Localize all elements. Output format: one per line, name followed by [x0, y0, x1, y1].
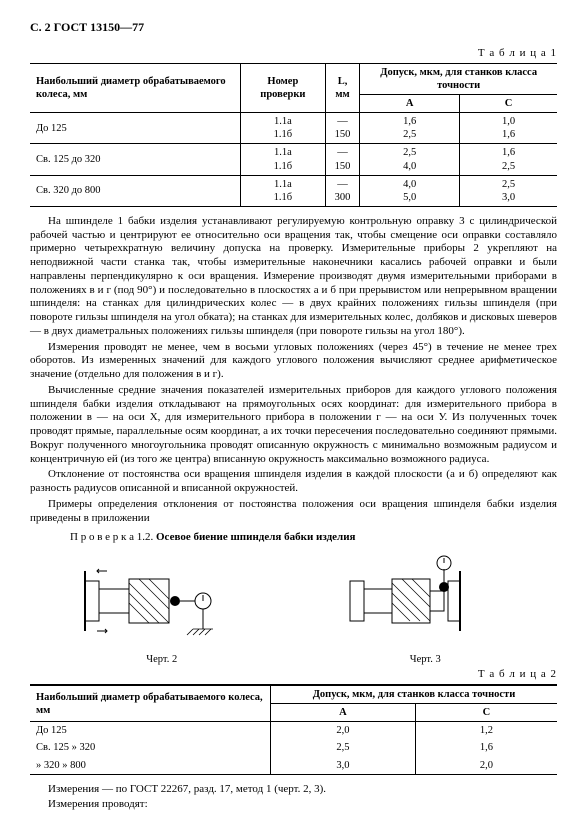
note-1: Измерения — по ГОСТ 22267, разд. 17, мет…	[30, 783, 557, 797]
check-name: Осевое биение шпинделя бабки изделия	[156, 531, 356, 543]
t1-h-l: L, мм	[325, 63, 360, 112]
page-header: С. 2 ГОСТ 13150—77	[30, 20, 557, 35]
figures-row: Черт. 2 Черт. 3	[30, 551, 557, 666]
para-3: Вычисленные средние значения показателей…	[30, 384, 557, 467]
note-2: Измерения проводят:	[30, 798, 557, 812]
t1-h-a: А	[360, 95, 460, 113]
fig3-caption: Черт. 3	[340, 653, 510, 666]
check-1-2-title: П р о в е р к а 1.2. Осевое биение шпинд…	[70, 531, 557, 545]
table-row: До 125	[30, 722, 271, 740]
t1-h-tol: Допуск, мкм, для станков класса точности	[360, 63, 557, 94]
t2-h-a: А	[271, 704, 416, 722]
table2-label: Т а б л и ц а 2	[30, 668, 557, 682]
para-1: На шпинделе 1 бабки изделия устанавливаю…	[30, 215, 557, 339]
t2-h-diameter: Наибольший диаметр обрабатываемого колес…	[30, 686, 271, 722]
figure-2: Черт. 2	[77, 551, 247, 666]
body-text: На шпинделе 1 бабки изделия устанавливаю…	[30, 215, 557, 526]
para-4: Отклонение от постоянства оси вращения ш…	[30, 468, 557, 496]
para-5: Примеры определения отклонения от постоя…	[30, 498, 557, 526]
para-2: Измерения проводят не менее, чем в восьм…	[30, 341, 557, 382]
table-row: Св. 320 до 800	[30, 175, 241, 206]
t2-h-c: С	[415, 704, 557, 722]
t1-h-c: С	[460, 95, 557, 113]
figure-3: Черт. 3	[340, 551, 510, 666]
table-row: Св. 125 до 320	[30, 144, 241, 175]
t1-h-diameter: Наибольший диаметр обрабатываемого колес…	[30, 63, 241, 112]
table1-label: Т а б л и ц а 1	[30, 47, 557, 61]
check-prefix: П р о в е р к а 1.2.	[70, 531, 153, 543]
table-row: Св. 125 » 320	[30, 739, 271, 756]
fig2-caption: Черт. 2	[77, 653, 247, 666]
table-row: » 320 » 800	[30, 757, 271, 775]
table-2: Наибольший диаметр обрабатываемого колес…	[30, 684, 557, 775]
t2-h-tol: Допуск, мкм, для станков класса точности	[271, 686, 558, 704]
t1-h-check: Номер проверки	[241, 63, 326, 112]
table-1: Наибольший диаметр обрабатываемого колес…	[30, 63, 557, 207]
table-row: До 125	[30, 113, 241, 144]
